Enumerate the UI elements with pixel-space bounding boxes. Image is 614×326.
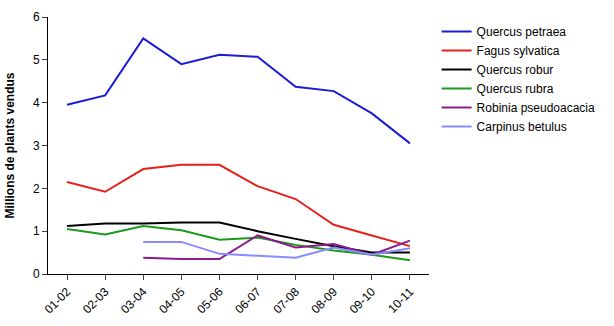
- svg-text:Robinia pseudoacacia: Robinia pseudoacacia: [477, 101, 595, 115]
- svg-text:1: 1: [33, 224, 40, 238]
- svg-text:09-10: 09-10: [347, 285, 379, 317]
- svg-text:3: 3: [33, 139, 40, 153]
- svg-text:Carpinus betulus: Carpinus betulus: [477, 120, 567, 134]
- svg-text:Quercus robur: Quercus robur: [477, 63, 554, 77]
- svg-text:4: 4: [33, 96, 40, 110]
- svg-text:Quercus rubra: Quercus rubra: [477, 82, 554, 96]
- svg-text:Quercus petraea: Quercus petraea: [477, 25, 567, 39]
- svg-text:05-06: 05-06: [194, 285, 226, 317]
- svg-text:2: 2: [33, 182, 40, 196]
- svg-text:02-03: 02-03: [80, 285, 112, 317]
- svg-text:08-09: 08-09: [309, 285, 341, 317]
- svg-text:10-11: 10-11: [385, 285, 416, 316]
- svg-text:0: 0: [33, 267, 40, 281]
- svg-text:Millions de plants vendus: Millions de plants vendus: [3, 72, 17, 218]
- svg-text:Fagus sylvatica: Fagus sylvatica: [477, 44, 560, 58]
- svg-text:03-04: 03-04: [118, 285, 150, 317]
- svg-text:5: 5: [33, 53, 40, 67]
- svg-text:04-05: 04-05: [156, 285, 188, 317]
- svg-text:6: 6: [33, 10, 40, 24]
- svg-text:01-02: 01-02: [42, 285, 74, 317]
- svg-text:07-08: 07-08: [270, 285, 302, 317]
- svg-text:06-07: 06-07: [232, 285, 264, 317]
